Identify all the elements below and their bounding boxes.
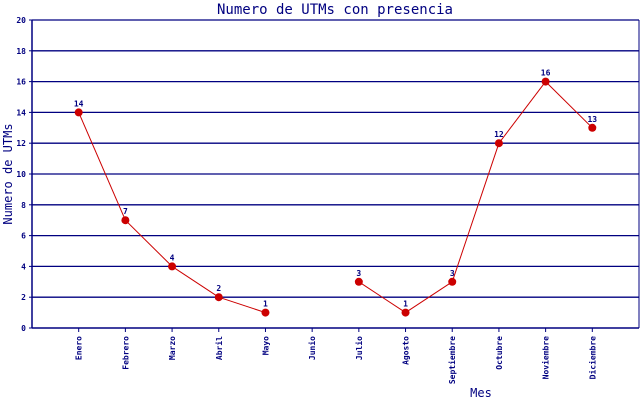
data-label: 13 xyxy=(587,115,597,124)
data-label: 7 xyxy=(123,207,128,216)
series-line-segment xyxy=(451,143,500,282)
data-point xyxy=(354,277,363,286)
data-label: 4 xyxy=(170,253,175,262)
y-tick-label: 0 xyxy=(21,324,26,333)
series-line-segment xyxy=(358,281,406,314)
x-tick-label: Marzo xyxy=(168,336,177,360)
y-axis-label: Numero de UTMs xyxy=(1,123,15,224)
y-tick-label: 8 xyxy=(21,201,26,210)
x-tick-label: Mayo xyxy=(261,336,270,355)
data-label: 1 xyxy=(403,300,408,309)
data-point xyxy=(121,216,130,225)
data-point xyxy=(541,77,550,86)
data-point xyxy=(401,308,410,317)
data-point xyxy=(74,108,83,117)
data-point xyxy=(214,293,223,302)
data-label: 1 xyxy=(263,300,268,309)
series-line-segment xyxy=(218,296,266,314)
x-tick-label: Julio xyxy=(354,336,364,360)
x-tick-label: Agosto xyxy=(402,336,411,365)
data-point xyxy=(448,277,457,286)
y-tick-label: 14 xyxy=(16,108,26,117)
x-tick-label: Enero xyxy=(75,336,84,360)
data-point xyxy=(588,123,597,132)
x-tick-label: Junio xyxy=(307,336,317,360)
y-tick-label: 10 xyxy=(16,170,26,179)
x-tick-label: Abril xyxy=(214,336,224,360)
y-tick-label: 20 xyxy=(16,16,26,25)
data-label: 12 xyxy=(494,130,504,139)
x-tick-label: Diciembre xyxy=(587,336,597,380)
series-line-segment xyxy=(78,112,126,221)
data-point xyxy=(494,139,503,148)
chart-title: Numero de UTMs con presencia xyxy=(217,2,453,18)
x-tick-label: Octubre xyxy=(495,336,504,370)
series-line-segment xyxy=(545,81,593,129)
data-point xyxy=(168,262,177,271)
data-label: 14 xyxy=(74,99,84,108)
x-tick-label: Febrero xyxy=(121,336,130,370)
data-point xyxy=(261,308,270,317)
x-tick-label: Noviembre xyxy=(541,336,551,380)
x-axis-label: Mes xyxy=(470,386,492,400)
data-label: 3 xyxy=(356,269,361,278)
data-label: 3 xyxy=(450,269,455,278)
y-tick-label: 4 xyxy=(21,262,26,271)
series-line-segment xyxy=(498,81,547,144)
x-tick-label: Septiembre xyxy=(447,336,457,384)
series-line-segment xyxy=(405,281,453,314)
y-tick-label: 12 xyxy=(16,139,26,148)
y-tick-label: 18 xyxy=(16,47,26,56)
y-tick-label: 6 xyxy=(21,232,26,241)
data-label: 2 xyxy=(216,284,221,293)
y-tick-label: 2 xyxy=(21,293,26,302)
data-label: 16 xyxy=(541,69,551,78)
series-line-segment xyxy=(171,265,220,298)
y-tick-label: 16 xyxy=(16,78,26,87)
series-line-segment xyxy=(125,219,173,267)
